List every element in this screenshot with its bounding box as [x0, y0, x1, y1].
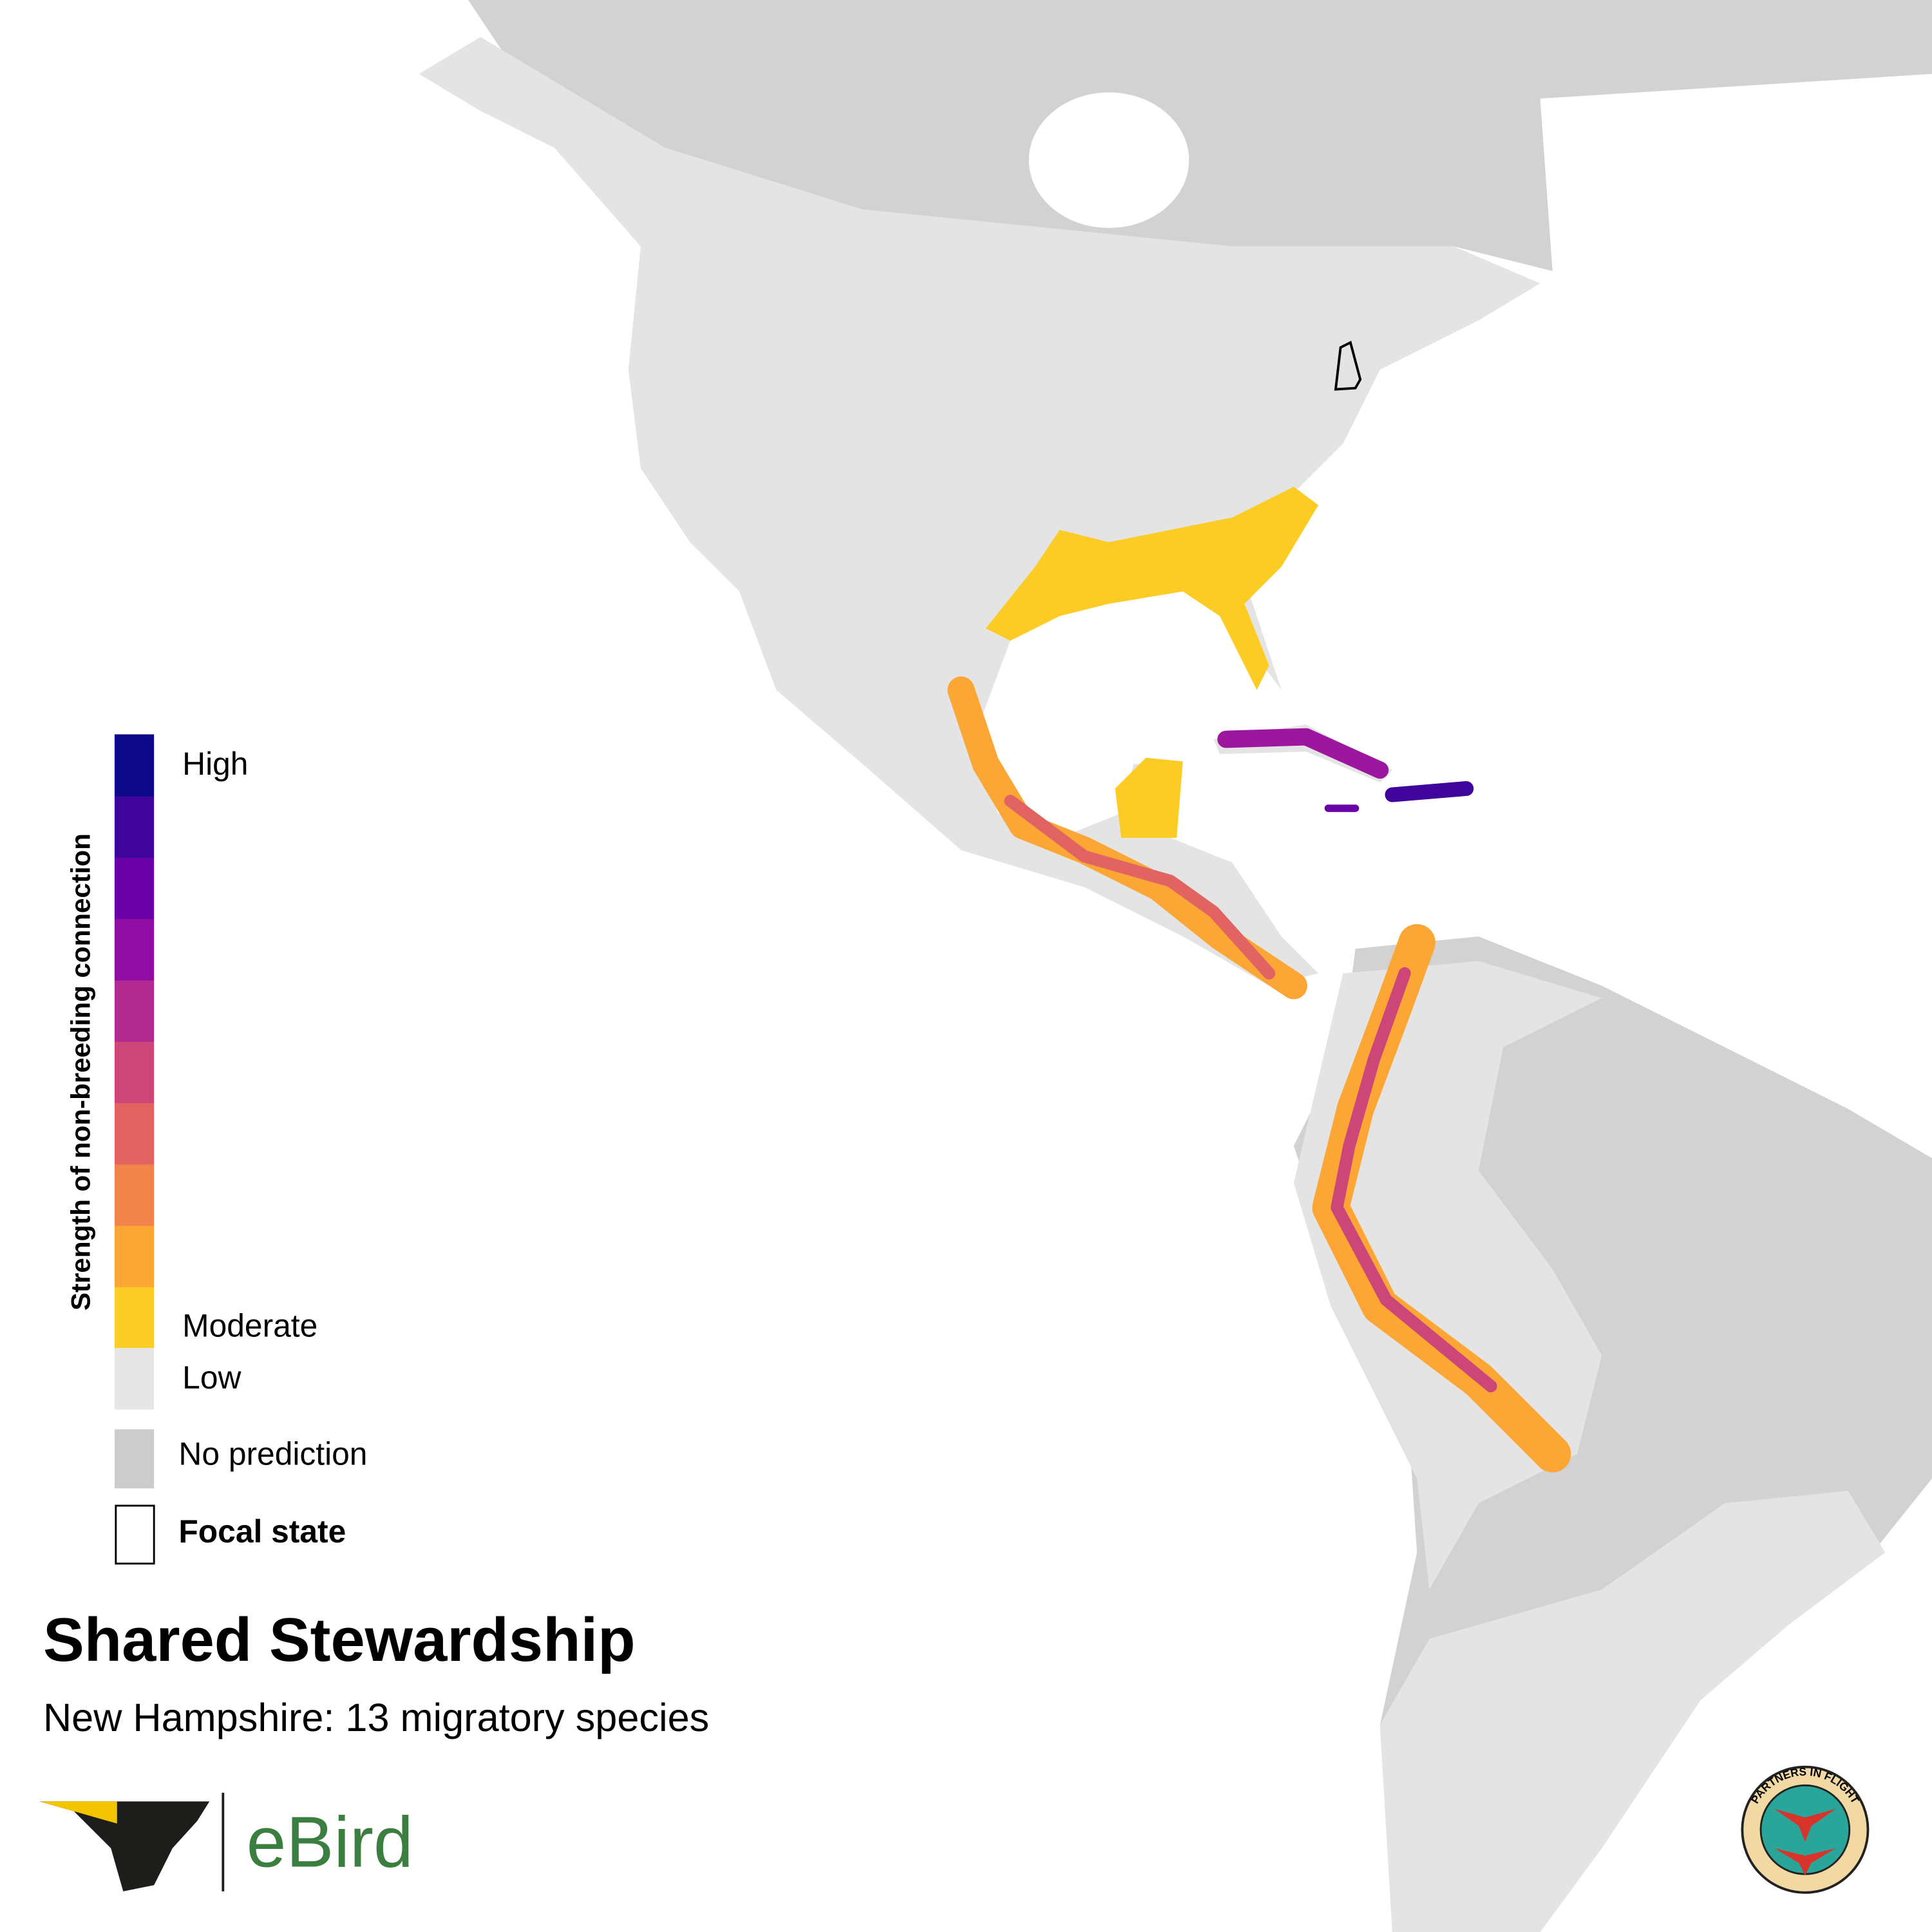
hispaniola: [1385, 781, 1474, 802]
legend-swatch: [114, 857, 155, 920]
andes-core: [1331, 967, 1497, 1392]
legend-swatch: [114, 1286, 155, 1349]
badge-birds: [1774, 1808, 1836, 1875]
southeast-us: [985, 486, 1319, 690]
ebird-bird-icon: [39, 1801, 210, 1891]
legend-swatch: [114, 1225, 155, 1287]
legend-label-high: High: [182, 746, 248, 782]
hudson-bay: [1028, 92, 1189, 228]
legend-label-focal-state: Focal state: [178, 1513, 346, 1549]
focal-state-outline: [1334, 341, 1362, 391]
subtitle: New Hampshire: 13 migratory species: [43, 1696, 709, 1739]
legend-swatch: [114, 918, 155, 981]
ebird-logo: eBird: [39, 1792, 413, 1891]
legend-swatch: [114, 1164, 155, 1226]
legend-swatch: [114, 1102, 155, 1165]
partners-in-flight-badge: PARTNERS IN FLIGHT: [1741, 1765, 1870, 1894]
title: Shared Stewardship: [43, 1605, 636, 1674]
yucatan: [1115, 757, 1183, 838]
connection-areas: [947, 486, 1571, 1473]
legend: Strength of non-breeding connection High…: [65, 734, 367, 1565]
legend-label-low: Low: [182, 1359, 242, 1396]
legend-swatch: [114, 795, 155, 858]
legend-swatch-no-prediction: [114, 1429, 155, 1489]
basemap: [419, 0, 1932, 1932]
legend-title: Strength of non-breeding connection: [65, 833, 95, 1311]
legend-label-moderate: Moderate: [182, 1308, 317, 1344]
central-america-core: [1004, 795, 1276, 980]
legend-swatch-focal-state: [115, 1504, 155, 1565]
arctic-no-prediction: [468, 0, 1932, 271]
north-america: [419, 37, 1540, 986]
ebird-wordmark: eBird: [247, 1803, 413, 1882]
legend-swatch-low: [114, 1348, 155, 1410]
legend-swatch: [114, 980, 155, 1042]
legend-swatch: [114, 734, 155, 797]
legend-swatch: [114, 1041, 155, 1103]
cuba: [1217, 728, 1389, 779]
legend-label-no-prediction: No prediction: [178, 1436, 367, 1472]
ebird-bird-beak: [39, 1801, 117, 1824]
southern-cone: [1379, 1491, 1886, 1932]
